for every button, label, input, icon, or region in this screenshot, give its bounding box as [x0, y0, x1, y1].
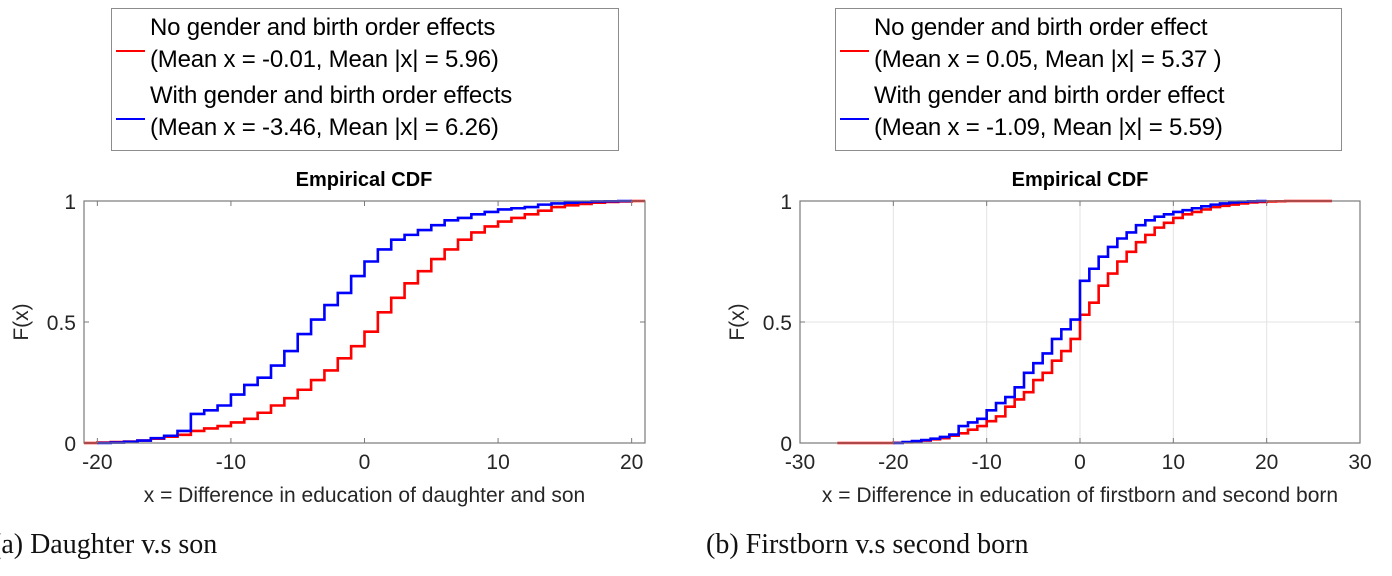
x-tick-label: -10	[216, 451, 246, 474]
legend-swatch-blue	[116, 118, 145, 120]
legend-swatch-red	[840, 50, 869, 52]
y-tick-label: 0.5	[763, 312, 792, 335]
y-tick-label: 0	[780, 433, 792, 456]
legend-stats: (Mean x = -0.01, Mean |x| = 5.96)	[150, 46, 499, 73]
x-tick-label: -20	[878, 451, 908, 474]
y-axis-label: F(x)	[726, 303, 749, 340]
legend-label: With gender and birth order effect	[874, 82, 1225, 109]
x-tick-label: 20	[1255, 451, 1278, 474]
x-tick-label: 20	[620, 451, 643, 474]
legend-stats: (Mean x = 0.05, Mean |x| = 5.37 )	[874, 46, 1222, 73]
x-tick-label: -30	[785, 451, 815, 474]
x-tick-label: 0	[1074, 451, 1086, 474]
legend-swatch-blue	[840, 118, 869, 120]
x-axis-label: x = Difference in education of daughter …	[144, 484, 586, 507]
cdf-series-with-effect	[893, 199, 1267, 445]
x-tick-label: 0	[359, 451, 371, 474]
x-tick-label: 10	[486, 451, 509, 474]
caption-b: (b) Firstborn v.s second born	[706, 529, 1029, 560]
legend-swatch-red	[116, 50, 145, 52]
x-tick-label: 10	[1162, 451, 1185, 474]
legend-stats: (Mean x = -3.46, Mean |x| = 6.26)	[150, 114, 499, 141]
legend-label: With gender and birth order effects	[150, 82, 513, 109]
cdf-series-with-effect	[97, 199, 632, 445]
x-tick-label: -10	[971, 451, 1001, 474]
caption-a: (a) Daughter v.s son	[0, 529, 218, 560]
y-axis-label: F(x)	[10, 303, 33, 340]
y-tick-label: 0	[64, 433, 76, 456]
legend-label: No gender and birth order effects	[150, 14, 496, 41]
legend-stats: (Mean x = -1.09, Mean |x| = 5.59)	[874, 114, 1223, 141]
legend-a: No gender and birth order effects (Mean …	[111, 8, 619, 151]
y-tick-label: 0.5	[47, 312, 76, 335]
chart-b-firstborn-vs-second: -30 -20 -10 0 10 20 30 0 0.5 1 x = Difference in e…	[726, 191, 1372, 507]
y-tick-label: 1	[780, 191, 792, 214]
y-tick-label: 1	[64, 191, 76, 214]
legend-b: No gender and birth order effect (Mean x…	[835, 8, 1342, 151]
legend-label: No gender and birth order effect	[874, 14, 1208, 41]
axes-box	[83, 200, 646, 444]
cdf-series-no-effect	[84, 199, 645, 445]
chart-title-a: Empirical CDF	[295, 169, 433, 191]
chart-title-b: Empirical CDF	[1011, 169, 1149, 191]
chart-a-daughter-vs-son: -20 -10 0 10 20 0 0.5 1 x = Difference in educat…	[10, 191, 646, 507]
x-tick-label: 30	[1348, 451, 1371, 474]
x-axis-label: x = Difference in education of firstborn…	[822, 484, 1338, 507]
x-tick-label: -20	[82, 451, 112, 474]
